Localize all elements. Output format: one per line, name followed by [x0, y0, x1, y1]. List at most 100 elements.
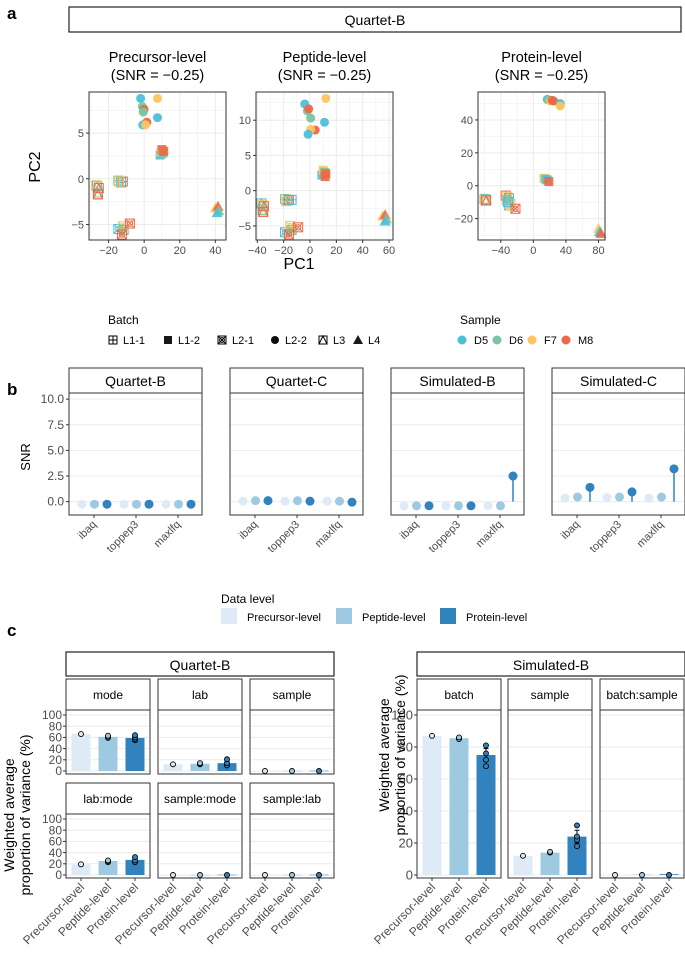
snr-strip	[390, 367, 525, 394]
pca-point-L4-D5	[379, 215, 391, 226]
y-tick-label: 80	[49, 823, 63, 837]
pca-ylabel: PC2	[27, 151, 44, 182]
legend-batch-key-L3-tri	[318, 334, 328, 345]
pca-point-L2-1-M8-c	[285, 231, 293, 238]
y-tick-label: 5.0	[47, 443, 64, 457]
pca-point-L2-2-D5	[320, 117, 329, 127]
snr-point-maxlfq-Precursor-level	[161, 499, 171, 509]
legend-batch-key-L1-2	[164, 336, 172, 344]
pca-point-L2-2-M8	[304, 104, 314, 114]
pca-panel-title: Peptide-level	[283, 50, 367, 66]
pca-point-L2-2-F7	[141, 120, 151, 130]
pvca-facet-border	[249, 709, 335, 775]
y-tick-label: 0	[78, 174, 84, 186]
pvca-facet-title: sample:mode	[164, 792, 236, 806]
pvca-point	[78, 861, 84, 868]
snr-point-toppep3-Peptide-level	[132, 499, 141, 509]
legend-batch-label: L1-1	[123, 335, 145, 347]
snr-point-ibaq-Precursor-level	[560, 493, 570, 503]
legend-batch-key-L1-1	[108, 335, 118, 345]
x-tick-label: 40	[209, 245, 221, 257]
y-tick-label: 0	[55, 764, 62, 778]
pvca-bar-Precursor-level	[163, 764, 183, 771]
pca-panel-bg	[478, 92, 605, 240]
pvca-bar-Precursor-level	[513, 855, 533, 875]
y-tick-label: 10.0	[41, 392, 65, 406]
pca-point-L2-1-M8	[116, 229, 127, 240]
pvca-ylabel-line2: proportion of variance (%)	[17, 734, 33, 895]
legend-sample-key-F7	[527, 335, 537, 345]
pca-point-L2-1-M8-d2	[117, 229, 127, 240]
legend-sample-label: D6	[509, 335, 523, 347]
pca-point-L2-1-M8-d2	[125, 218, 135, 229]
snr-point-toppep3-Precursor-level	[280, 496, 290, 506]
y-tick-label: −5	[71, 219, 84, 231]
y-tick-label: 0	[467, 181, 473, 193]
y-tick-label: 100	[391, 708, 413, 723]
pvca-point	[197, 760, 203, 767]
snr-point-toppep3-Precursor-level	[119, 499, 129, 509]
pvca-bar-Protein-level	[125, 859, 145, 875]
pvca-right-ylabel-line2: proportion of variance (%)	[392, 674, 408, 835]
pca-point-L3-D6-tri	[92, 186, 104, 198]
snr-point-toppep3-Protein-level	[466, 501, 476, 511]
snr-point-maxlfq-Peptide-level	[335, 496, 344, 506]
pvca-group-simulated-b: Simulated-Bbatch020406080100Precursor-le…	[371, 651, 685, 947]
y-tick-label: 0	[55, 868, 62, 882]
pvca-point	[483, 756, 489, 763]
pvca-bar-Peptide-level	[98, 736, 118, 771]
pvca-facet-strip	[599, 678, 685, 711]
pvca-point	[289, 872, 295, 878]
pca-xlabel: PC1	[283, 256, 314, 273]
snr-point-toppep3-Protein-level	[305, 496, 315, 506]
pvca-bar-Protein-level	[125, 737, 145, 771]
pvca-point	[574, 822, 580, 829]
legend-batch-label: L4	[368, 335, 380, 347]
snr-ylabel: SNR	[18, 443, 33, 470]
pca-panel-subtitle: (SNR = −0.25)	[495, 68, 589, 84]
pvca-right-ylabel-line1: Weighted average	[376, 698, 392, 812]
pvca-point	[483, 742, 489, 749]
pca-point-L2-1-D5-c	[504, 198, 512, 206]
pvca-point	[262, 872, 268, 878]
pca-point-L4-D5	[211, 207, 223, 218]
snr-point-maxlfq-Precursor-level	[322, 496, 332, 506]
legend-level-label: Precursor-level	[247, 612, 321, 624]
snr-point-maxlfq-Peptide-level	[496, 501, 505, 511]
snr-point-ibaq-Peptide-level	[251, 496, 260, 506]
y-tick-label: 0	[406, 868, 413, 883]
pca-point-L2-1-M8-box	[510, 203, 521, 214]
snr-point-maxlfq-Protein-level	[347, 497, 357, 507]
pvca-facet-title: mode	[93, 688, 123, 702]
y-tick-label: 0	[245, 186, 251, 198]
snr-plots: Quartet-B ibaq toppep3 maxlfq 0.0 2.5 5.0 7.5 10…	[41, 367, 685, 555]
snr-point-maxlfq-Peptide-level	[657, 492, 666, 502]
y-tick-label: −5	[238, 221, 251, 233]
legend-batch-key-L2-1-box	[217, 335, 227, 345]
pvca-point	[105, 732, 111, 739]
pvca-facet-strip	[65, 678, 151, 711]
pvca-facet-border	[157, 813, 243, 879]
pvca-group-strip	[416, 651, 685, 677]
pca-panel-border	[88, 91, 227, 241]
pca-point-L1-2-M8	[544, 177, 554, 187]
snr-point-toppep3-Protein-level	[144, 499, 154, 509]
pvca-point	[170, 872, 176, 878]
pca-point-L2-1-M8-box	[124, 218, 135, 229]
pca-point-L2-1-M8	[293, 222, 304, 233]
x-tick-label: maxlfq	[313, 519, 344, 550]
snr-point-ibaq-Precursor-level	[77, 499, 87, 509]
pvca-point	[456, 734, 462, 741]
y-tick-label: 60	[49, 731, 63, 745]
legend-batch-key-L2-1	[217, 335, 227, 345]
y-tick-label: 40	[49, 742, 63, 756]
y-tick-label: 0.0	[47, 495, 64, 509]
pvca-point	[574, 833, 580, 840]
pvca-point	[639, 872, 645, 878]
pvca-facet-border	[249, 813, 335, 879]
y-tick-label: 20	[49, 753, 63, 767]
pca-panel-title: Protein-level	[501, 50, 582, 66]
y-tick-label: 20	[461, 148, 473, 160]
